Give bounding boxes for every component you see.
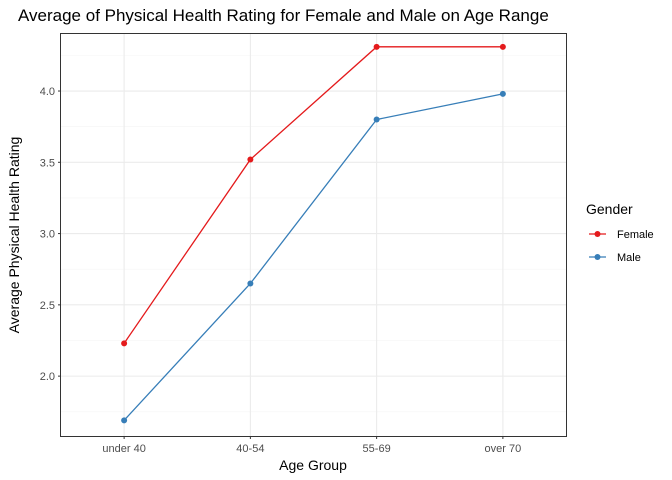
legend-label-female: Female <box>617 229 654 241</box>
legend-title: Gender <box>586 201 633 217</box>
legend-label-male: Male <box>617 252 641 264</box>
y-tick-label: 4.0 <box>40 86 55 98</box>
axes: 2.0 2.5 3.0 3.5 4.0 under 40 40-54 55-69 over 70 <box>40 86 522 455</box>
plot-panel <box>60 33 567 437</box>
data-point-male <box>247 280 254 287</box>
chart-title: Average of Physical Health Rating for Fe… <box>18 6 549 25</box>
data-point-male <box>499 90 506 97</box>
legend-key-point-male <box>594 254 601 260</box>
grid <box>61 34 566 436</box>
x-tick-label: under 40 <box>102 443 145 455</box>
data-point-female <box>247 156 254 163</box>
legend-key-point-female <box>594 231 601 237</box>
x-axis-title: Age Group <box>279 457 347 473</box>
y-tick-label: 2.0 <box>40 371 55 383</box>
y-tick-label: 3.0 <box>40 229 55 241</box>
y-axis-title: Average Physical Health Rating <box>6 137 22 334</box>
data-point-female <box>373 43 380 50</box>
data-point-male <box>373 116 380 123</box>
series-line-female <box>123 46 503 344</box>
x-tick-label: 55-69 <box>363 443 391 455</box>
x-tick-label: over 70 <box>485 443 522 455</box>
series-layer <box>121 43 506 424</box>
data-point-female <box>499 43 506 50</box>
legend: Gender Female Male <box>586 201 654 264</box>
data-point-male <box>121 417 128 424</box>
y-tick-label: 2.5 <box>40 300 55 312</box>
x-tick-label: 40-54 <box>236 443 264 455</box>
y-tick-label: 3.5 <box>40 157 55 169</box>
data-point-female <box>121 340 128 347</box>
series-line-male <box>123 93 504 421</box>
